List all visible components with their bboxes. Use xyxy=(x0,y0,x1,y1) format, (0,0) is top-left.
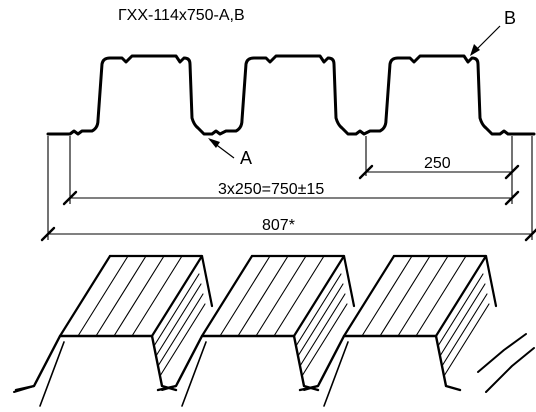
rib-2-web-hatch-1 xyxy=(293,263,340,337)
rib-2-web-hatch-4 xyxy=(299,293,346,367)
tick-pitch-left xyxy=(358,164,374,180)
rib-2-groove-2 xyxy=(237,255,289,337)
leader-b-arrowhead xyxy=(470,44,480,56)
rib-1-front-edge xyxy=(14,334,178,392)
leader-a-arrowhead xyxy=(208,138,220,148)
rib-3-groove-4 xyxy=(415,255,467,337)
label-b: В xyxy=(504,8,516,28)
dim-text-total: 807* xyxy=(262,217,295,234)
dim-text-span: 3х250=750±15 xyxy=(218,181,324,198)
rib-2-depth-edge-tl xyxy=(200,254,254,338)
cross-section-profile xyxy=(46,54,536,136)
isometric-sheet-view xyxy=(13,254,535,407)
rib-3-web-hatch-3 xyxy=(439,283,486,357)
rib-3-groove-2 xyxy=(379,255,431,337)
rib-2-front-edge xyxy=(156,334,320,392)
rib-3-front-edge xyxy=(298,334,462,392)
bottom-flange-edges xyxy=(13,385,319,393)
rib-3-web-hatch-2 xyxy=(437,273,484,347)
rib-3-left-web-accent xyxy=(323,341,349,407)
rib-3-groove-1 xyxy=(361,255,413,337)
rib-1-web-hatch-2 xyxy=(153,273,200,347)
tick-total-right xyxy=(524,228,536,242)
rib-1-left-web-accent xyxy=(39,341,65,407)
right-end-flange xyxy=(477,333,535,393)
rib-1-groove-4 xyxy=(131,255,183,337)
rib-2-web-hatch-2 xyxy=(295,273,342,347)
leader-lines xyxy=(209,25,501,159)
tick-span-right xyxy=(504,190,520,206)
rib-2-groove-4 xyxy=(273,255,325,337)
rib-3-depth-edge-tl xyxy=(342,254,396,338)
tick-total-left xyxy=(40,226,56,242)
dimension-lines xyxy=(47,136,533,240)
rib-1-groove-3 xyxy=(113,255,165,337)
rib-3-web-hatch-4 xyxy=(441,293,488,367)
rib-1-web-hatch-5 xyxy=(159,303,206,377)
rib-1-web-hatch-3 xyxy=(155,283,202,357)
tick-pitch-right xyxy=(504,164,520,180)
rib-2-groove-1 xyxy=(219,255,271,337)
tick-span-left xyxy=(62,190,78,206)
rib-3-web-hatch-1 xyxy=(435,263,482,337)
dimension-ticks xyxy=(40,164,536,242)
label-a: А xyxy=(240,148,252,168)
rib-1-groove-1 xyxy=(77,255,129,337)
rib-1-web-hatch-4 xyxy=(157,293,204,367)
drawing-title: ГХХ-114х750-А,В xyxy=(118,7,245,24)
dim-text-pitch: 250 xyxy=(424,155,451,172)
rib-2-left-web-accent xyxy=(181,341,207,407)
rib-2-web-hatch-5 xyxy=(301,303,348,377)
rib-2-groove-3 xyxy=(255,255,307,337)
rib-3-web-hatch-5 xyxy=(443,303,490,377)
rib-1-groove-2 xyxy=(95,255,147,337)
rib-1-web-hatch-1 xyxy=(151,263,198,337)
rib-3-groove-3 xyxy=(397,255,449,337)
leader-arrowheads xyxy=(208,44,480,148)
rib-1-depth-edge-tl xyxy=(58,254,112,338)
rib-2-web-hatch-3 xyxy=(297,283,344,357)
